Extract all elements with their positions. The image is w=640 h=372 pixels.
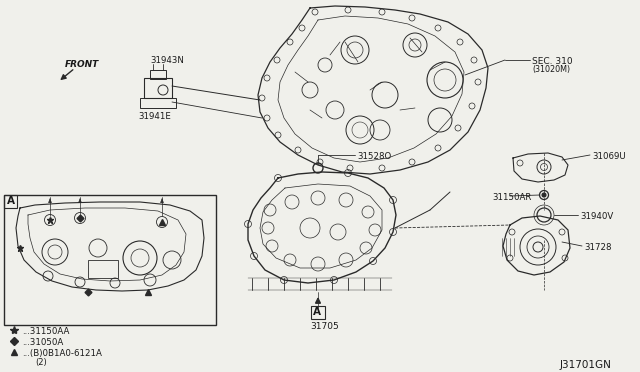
Text: 31150AR: 31150AR [492, 193, 531, 202]
Text: 31943N: 31943N [150, 56, 184, 65]
Bar [140, 98, 176, 108]
Text: 31528O: 31528O [357, 152, 391, 161]
Bar [311, 306, 325, 319]
Text: ...31050A: ...31050A [22, 338, 63, 347]
Text: J31701GN: J31701GN [560, 360, 612, 370]
Text: FRONT: FRONT [65, 60, 99, 69]
Text: 31728: 31728 [584, 243, 611, 252]
Bar [4, 195, 216, 325]
Text: (2): (2) [35, 358, 47, 367]
Text: SEC. 310: SEC. 310 [532, 57, 573, 66]
Bar [4, 195, 17, 208]
Bar [88, 260, 118, 278]
Text: (31020M): (31020M) [532, 65, 570, 74]
Text: 31940V: 31940V [580, 212, 613, 221]
Text: ...31150AA: ...31150AA [22, 327, 69, 336]
Text: A: A [7, 196, 15, 206]
Text: 31705: 31705 [310, 322, 339, 331]
Text: 31941E: 31941E [138, 112, 171, 121]
Bar [144, 78, 172, 98]
Text: A: A [313, 307, 321, 317]
Bar [150, 70, 166, 79]
Text: 31069U: 31069U [592, 152, 626, 161]
Text: ...(B)0B1A0-6121A: ...(B)0B1A0-6121A [22, 349, 102, 358]
Circle shape [542, 193, 546, 197]
